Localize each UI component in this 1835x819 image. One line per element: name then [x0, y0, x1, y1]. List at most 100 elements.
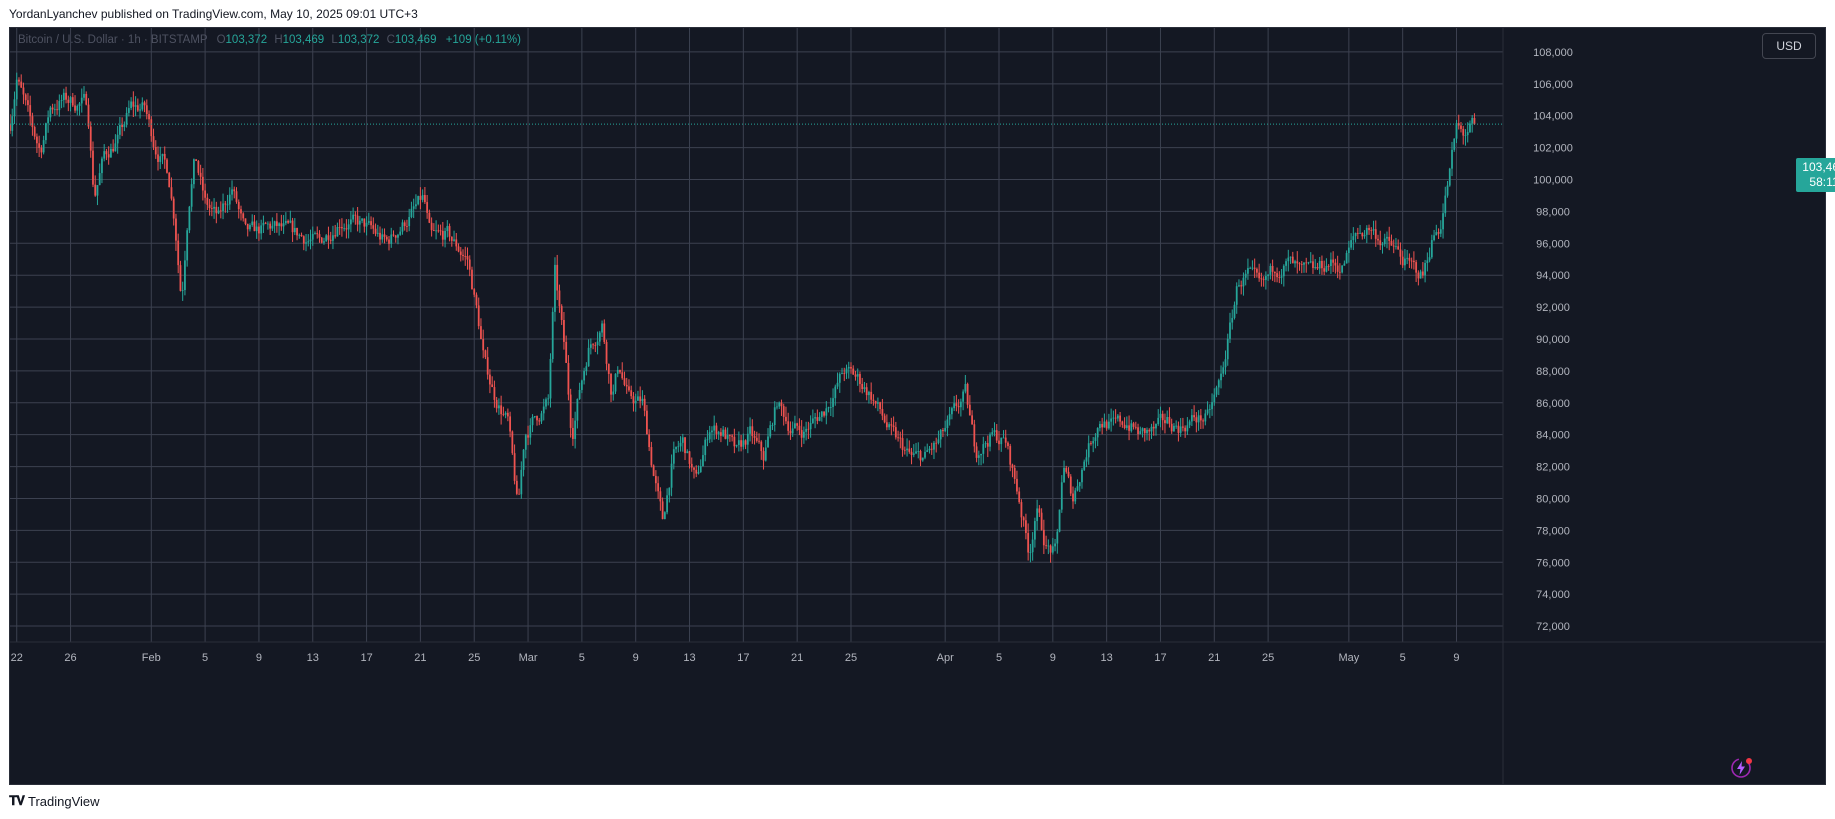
candle-body: [358, 220, 361, 225]
candle-body: [1323, 268, 1326, 272]
low-label: L: [331, 34, 338, 46]
candle-body: [455, 239, 458, 247]
y-tick-label: 82,000: [1536, 462, 1570, 474]
candle-body: [356, 215, 359, 225]
price-axis[interactable]: 72,000 74,000 76,000 78,000 80,000 82,000 84,0…: [1502, 28, 1573, 785]
candle-body: [802, 431, 805, 438]
candle-body: [628, 386, 630, 391]
candle-body: [1444, 195, 1447, 214]
candle-body: [506, 412, 509, 417]
candle-body: [1419, 271, 1422, 279]
candle-body: [1027, 533, 1030, 553]
candle-body: [271, 225, 274, 229]
candle-body: [446, 226, 449, 231]
candle-body: [36, 136, 38, 144]
candle-body: [1343, 263, 1346, 266]
candle-body: [1056, 531, 1059, 544]
candle-body: [545, 399, 547, 407]
candle-body: [596, 341, 599, 346]
candle-body: [444, 230, 446, 240]
candle-body: [282, 223, 285, 227]
candle-body: [139, 109, 141, 111]
candle-body: [1076, 486, 1079, 491]
candle-body: [935, 442, 938, 444]
candle-body: [711, 430, 713, 433]
candle-countdown: 58:11: [1809, 175, 1835, 189]
candle-body: [1173, 425, 1175, 432]
candle-body: [1188, 421, 1191, 426]
candle-body: [1155, 423, 1157, 429]
lightning-bolt-icon[interactable]: [1729, 756, 1753, 780]
candle-body: [1065, 467, 1068, 472]
candle-body: [1327, 265, 1330, 267]
candle-body: [762, 451, 765, 461]
candle-body: [639, 396, 642, 402]
candle-body: [780, 402, 783, 407]
candle-body: [1285, 261, 1287, 266]
candle-body: [769, 425, 772, 437]
candle-body: [1063, 467, 1065, 483]
candle-body: [652, 465, 655, 476]
open-value: 103,372: [225, 34, 268, 46]
candle-body: [1453, 138, 1456, 150]
candle-body: [982, 444, 985, 454]
candle-body: [1408, 257, 1411, 261]
candle-body: [1253, 267, 1256, 269]
time-axis[interactable]: 22 26 Feb 5 9 13 17 21 25 Mar 5 9 13 17 21 25 Apr 5 9 13 17 2…: [10, 641, 1826, 664]
candle-body: [1107, 421, 1110, 429]
candle-body: [408, 217, 411, 227]
candle-body: [412, 206, 415, 209]
footer-brand[interactable]: 𝐓𝐕 TradingView: [9, 793, 100, 809]
candle-body: [354, 214, 357, 216]
candle-body: [876, 402, 879, 404]
candle-body: [18, 79, 20, 82]
candle-body: [1296, 261, 1299, 264]
candle-body: [338, 227, 341, 228]
candle-body: [318, 234, 321, 238]
candle-body: [1282, 265, 1285, 277]
candle-body: [459, 251, 462, 255]
price-chart[interactable]: 72,000 74,000 76,000 78,000 80,000 82,000 84,0…: [10, 28, 1826, 785]
candle-body: [96, 185, 99, 196]
candle-body: [724, 429, 727, 439]
candle-body: [1330, 259, 1332, 267]
candle-body: [888, 424, 891, 428]
candle-body: [939, 430, 942, 440]
candle-body: [668, 487, 671, 496]
candle-body: [457, 246, 460, 252]
candle-body: [648, 434, 651, 448]
candle-body: [127, 108, 130, 113]
candle-body: [1464, 135, 1467, 136]
candle-body: [504, 412, 507, 415]
candle-body: [1092, 441, 1095, 444]
x-tick-label: Feb: [142, 652, 161, 664]
candle-body: [587, 347, 590, 367]
candle-body: [1372, 229, 1375, 231]
chart-panel[interactable]: 72,000 74,000 76,000 78,000 80,000 82,000 84,0…: [9, 27, 1826, 785]
currency-button[interactable]: USD: [1762, 33, 1816, 59]
candle-body: [1130, 423, 1133, 431]
candle-body: [536, 416, 538, 421]
candle-body: [1051, 546, 1054, 553]
candle-body: [794, 423, 796, 429]
candle-body: [1085, 457, 1088, 462]
candle-body: [910, 451, 913, 455]
candle-body: [305, 242, 307, 244]
candle-body: [215, 206, 218, 214]
candle-body: [1424, 263, 1427, 276]
candle-body: [307, 241, 310, 243]
candle-body: [1072, 493, 1074, 502]
candle-body: [1199, 415, 1202, 421]
candle-body: [1410, 260, 1413, 262]
candle-body: [298, 234, 301, 236]
candle-body: [363, 218, 366, 227]
candle-body: [110, 148, 112, 158]
candle-body: [85, 93, 88, 105]
candle-body: [47, 117, 50, 124]
candle-body: [706, 439, 709, 441]
candle-body: [51, 107, 54, 110]
candle-body: [1220, 373, 1222, 381]
candle-body: [289, 220, 292, 223]
candle-body: [1226, 338, 1229, 360]
candle-body: [1455, 123, 1458, 139]
